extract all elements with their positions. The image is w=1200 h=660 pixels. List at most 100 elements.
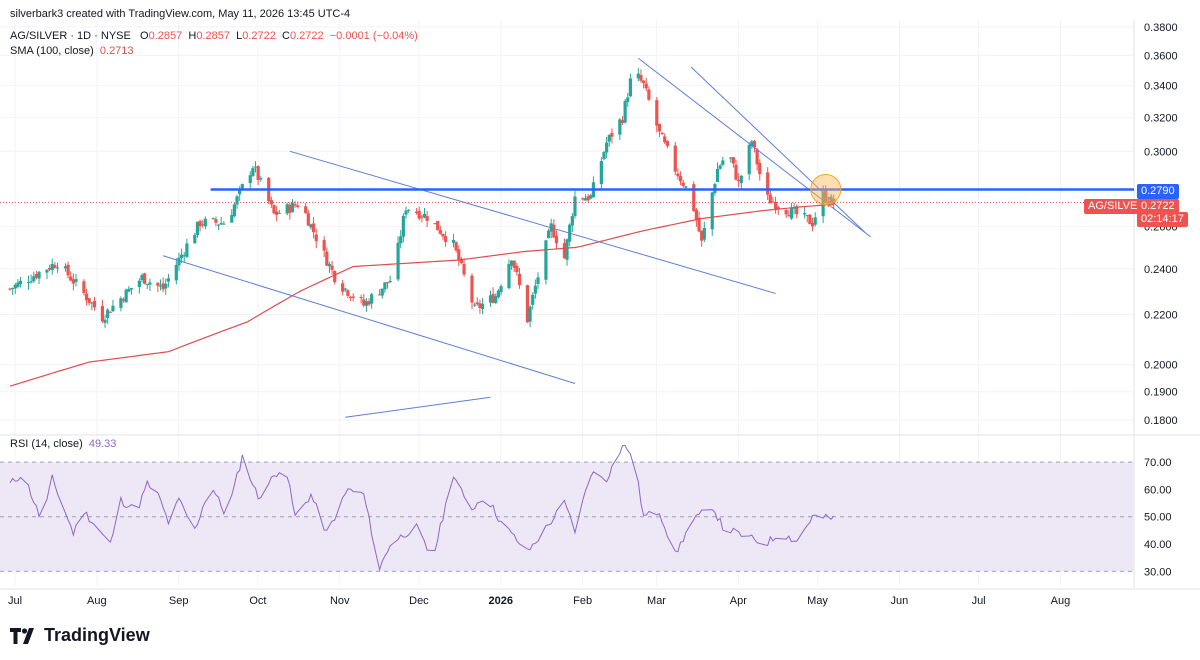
candle (692, 181, 696, 213)
candle-body (684, 186, 688, 188)
candle-body (734, 164, 738, 180)
candle-body (248, 175, 252, 184)
candle (156, 282, 160, 292)
candle (771, 196, 775, 203)
candle-body (364, 301, 368, 306)
candle-body (702, 227, 706, 240)
time-axis-label: Feb (573, 595, 592, 607)
candle (510, 260, 514, 270)
candle-body (296, 205, 300, 208)
candle-body (143, 273, 147, 284)
candle (673, 141, 677, 176)
candle-body (182, 255, 186, 257)
candle-body (306, 213, 310, 226)
candle-body (359, 297, 363, 299)
time-axis-label: Aug (1051, 595, 1071, 607)
candle-body (156, 282, 160, 286)
candle-body (87, 298, 91, 303)
candle-body (607, 134, 611, 142)
candle-body (737, 179, 741, 182)
candle-body (327, 263, 332, 267)
candle (388, 275, 392, 283)
candle-body (771, 201, 775, 203)
candle-body (700, 230, 704, 241)
candle (660, 131, 664, 135)
candle (26, 275, 31, 290)
candle-body (715, 168, 720, 183)
candle (348, 296, 353, 301)
candle (694, 207, 698, 227)
candle (182, 251, 186, 263)
candle-body (433, 223, 437, 225)
candle (309, 223, 313, 230)
candle-body (314, 234, 318, 242)
candle-body (515, 265, 519, 273)
candle (211, 217, 215, 220)
candle (422, 208, 427, 219)
candle-body (491, 294, 495, 303)
candle (531, 292, 535, 310)
rsi-axis-label: 40.00 (1144, 539, 1172, 551)
symbol-label: AG/SILVER · 1D · NYSE (10, 30, 131, 42)
candle-body (211, 218, 215, 220)
candle-body (253, 166, 258, 168)
candle-body (272, 204, 276, 214)
candle-body (414, 211, 419, 214)
candle-body (399, 236, 403, 244)
candle (383, 282, 387, 293)
candle-body (312, 223, 316, 233)
candle (766, 167, 770, 200)
candle-body (90, 302, 94, 304)
candle-body (444, 236, 448, 242)
candle-body (66, 264, 70, 276)
candle (32, 271, 36, 284)
price-axis-label: 0.2200 (1144, 310, 1178, 322)
candle (119, 296, 123, 312)
candle-body (158, 285, 163, 287)
candle (676, 168, 680, 180)
candle (293, 200, 297, 208)
candle (623, 98, 627, 124)
candle (546, 228, 551, 239)
candle-body (805, 215, 809, 217)
candle-body (259, 178, 263, 180)
candle-body (145, 284, 149, 286)
candle-body (642, 80, 646, 84)
candle-body (16, 282, 20, 287)
time-axis-label: Apr (730, 595, 747, 607)
candle (655, 97, 659, 133)
candle (232, 201, 236, 218)
candle (697, 211, 701, 233)
candle-body (34, 274, 38, 278)
candle-body (581, 198, 585, 200)
candle-body (370, 294, 374, 304)
candle (203, 216, 207, 230)
candle (639, 69, 643, 83)
candle-body (441, 233, 445, 237)
candle-body (238, 188, 242, 195)
candle (63, 263, 68, 272)
candle (259, 175, 263, 182)
candle-body (203, 218, 207, 227)
candle-body (586, 196, 590, 201)
candle (48, 264, 52, 272)
candle-body (813, 217, 817, 225)
candle (174, 258, 178, 285)
candle-body (681, 182, 685, 187)
rsi-axis-label: 60.00 (1144, 484, 1172, 496)
candle (583, 194, 588, 201)
candle-body (119, 298, 123, 308)
candle-body (496, 290, 500, 298)
candle-body (710, 192, 714, 230)
price-axis-label: 0.2000 (1144, 360, 1178, 372)
candle (525, 284, 530, 324)
candle (164, 278, 168, 295)
candle (731, 156, 735, 168)
candle-body (512, 260, 516, 268)
candle-body (29, 281, 33, 283)
candle-body (533, 285, 537, 294)
candle (573, 191, 577, 219)
candle (488, 290, 493, 307)
candle-body (32, 276, 36, 282)
